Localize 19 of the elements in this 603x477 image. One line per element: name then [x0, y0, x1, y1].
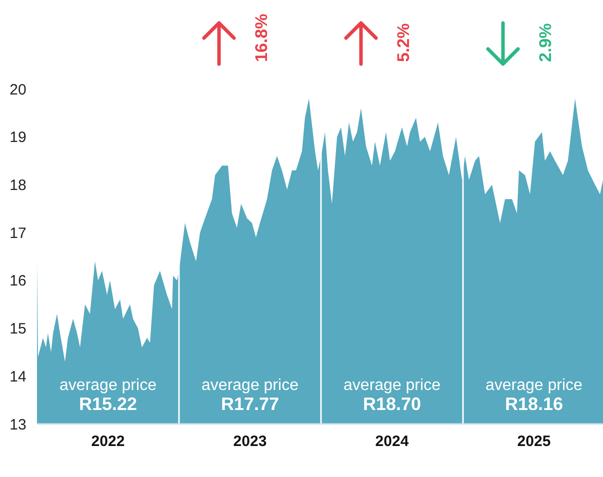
y-tick-label: 14	[10, 368, 26, 386]
text: 16.8%	[252, 14, 271, 62]
y-tick-label: 13	[10, 416, 26, 434]
y-tick-label: 15	[10, 320, 26, 338]
y-tick-label: 17	[10, 224, 26, 242]
annotation: average price R18.16	[486, 377, 583, 414]
x-tick-label: 2024	[375, 433, 410, 450]
y-tick-label: 16	[10, 272, 26, 290]
annotation: average price R17.77	[202, 377, 299, 414]
text: 2.9%	[536, 23, 555, 62]
y-tick-label: 20	[10, 81, 26, 98]
annotation: average price R18.70	[344, 377, 441, 414]
x-tick-label: 2023	[233, 433, 267, 450]
x-tick-label: 2022	[91, 433, 125, 450]
x-tick-label: 2025	[517, 433, 551, 450]
text: 5.2%	[394, 23, 413, 62]
annotation: average price R15.22	[60, 377, 157, 414]
y-tick-label: 19	[10, 129, 26, 146]
y-tick-label: 18	[10, 176, 26, 194]
